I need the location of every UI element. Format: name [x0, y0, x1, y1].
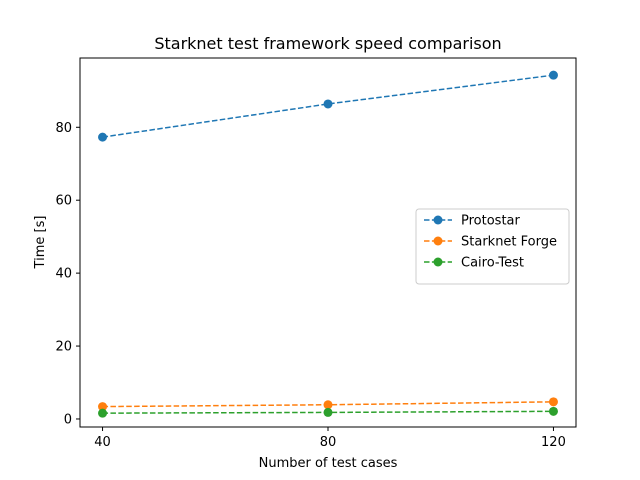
data-point — [323, 400, 333, 410]
x-axis-title: Number of test cases — [259, 456, 398, 471]
legend-entry: Cairo-Test — [424, 256, 524, 271]
chart-title: Starknet test framework speed comparison — [154, 34, 501, 53]
legend: Protostar Starknet Forge Cairo-Test — [415, 208, 570, 285]
y-tick-label: 0 — [64, 412, 72, 427]
x-tick-label: 80 — [320, 435, 337, 450]
legend-label: Cairo-Test — [461, 256, 524, 271]
series-cairo-test — [98, 406, 558, 418]
series-starknet-forge — [98, 397, 558, 412]
data-point — [548, 397, 558, 407]
y-tick-label: 80 — [55, 121, 72, 136]
legend-entry: Starknet Forge — [424, 235, 557, 250]
legend-marker — [433, 236, 443, 246]
series-line — [102, 74, 554, 138]
data-point — [98, 408, 108, 418]
legend-entry: Protostar — [424, 214, 521, 229]
y-tick-label: 60 — [55, 194, 72, 209]
series-protostar — [98, 70, 558, 142]
data-point — [548, 406, 558, 416]
y-axis-title: Time [s] — [33, 216, 48, 270]
axes: 40 80 120 0 20 40 60 80 — [55, 57, 577, 450]
legend-marker — [433, 257, 443, 267]
y-tick-label: 20 — [55, 340, 72, 355]
legend-label: Protostar — [461, 214, 521, 229]
x-tick-label: 120 — [541, 435, 566, 450]
data-point — [323, 407, 333, 417]
data-point — [548, 70, 558, 80]
legend-box — [415, 208, 570, 285]
y-tick-label: 40 — [55, 267, 72, 282]
data-point — [98, 402, 108, 412]
x-tick-label: 40 — [94, 435, 111, 450]
legend-marker — [433, 215, 443, 225]
legend-label: Starknet Forge — [461, 235, 557, 250]
plot-area — [98, 70, 558, 418]
data-point — [98, 132, 108, 142]
data-point — [323, 99, 333, 109]
